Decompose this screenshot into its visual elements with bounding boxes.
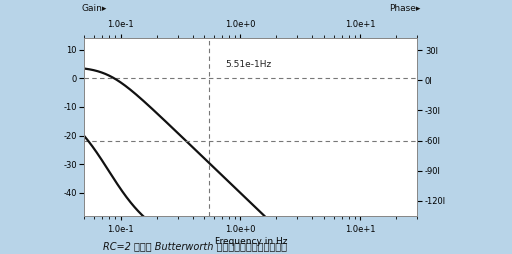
X-axis label: Frequency in Hz: Frequency in Hz (215, 237, 287, 246)
Text: Gain▸: Gain▸ (81, 4, 106, 13)
Text: Phase▸: Phase▸ (389, 4, 421, 13)
Text: RC=2 时一阶 Butterworth 低通滤波器的频率响应特性: RC=2 时一阶 Butterworth 低通滤波器的频率响应特性 (102, 242, 287, 251)
Text: 5.51e-1Hz: 5.51e-1Hz (225, 60, 271, 69)
